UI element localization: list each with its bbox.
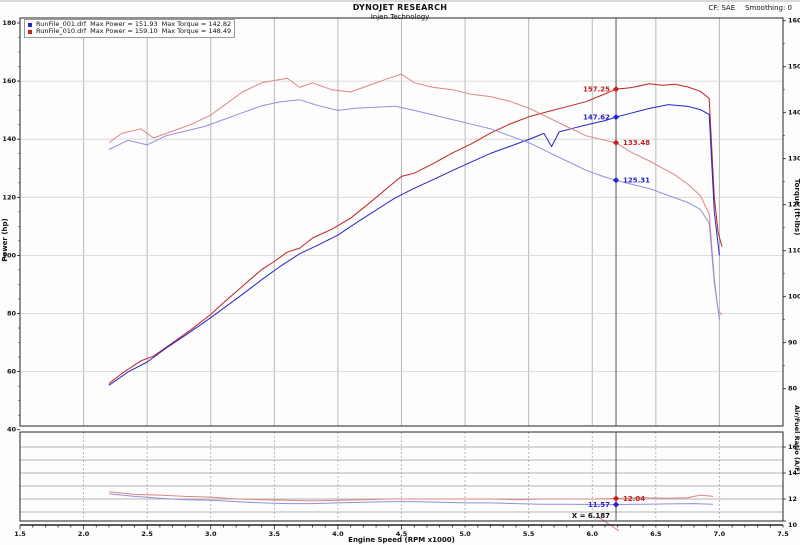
x-tick-label: 1.5 xyxy=(14,530,26,538)
x-tick-label: 6.0 xyxy=(586,530,598,538)
afr-tick-label: 14 xyxy=(788,469,798,477)
annotation-147-62: 147.62 xyxy=(583,113,610,121)
x-tick-label: 5.0 xyxy=(459,530,471,538)
power-tick-label: 60 xyxy=(7,368,17,376)
power-tick-label: 40 xyxy=(7,426,17,434)
afr-panel-border xyxy=(19,431,784,522)
x-tick-label: 7.5 xyxy=(777,530,789,538)
torque-tick-label: 120 xyxy=(788,201,800,209)
afr-tick-label: 10 xyxy=(788,521,798,529)
torque-tick-label: 90 xyxy=(788,339,798,347)
annotation-157-25: 157.25 xyxy=(583,85,610,93)
legend-file-1: RunFile_001.drf xyxy=(36,20,87,28)
x-tick-label: 4.5 xyxy=(396,530,408,538)
x-tick-label: 7.0 xyxy=(714,530,726,538)
smoothing-label: Smoothing: 0 xyxy=(745,4,792,12)
x-tick-label: 3.5 xyxy=(269,530,281,538)
legend-swatch-blue xyxy=(28,22,32,27)
power-tick-label: 100 xyxy=(2,251,16,259)
x-tick-label: 2.0 xyxy=(78,530,90,538)
legend-run-2[interactable]: RunFile_010.drf Max Power = 159.10 Max T… xyxy=(28,27,232,36)
torque-tick-label: 140 xyxy=(788,109,800,117)
cursor-marker-torque xyxy=(612,177,620,184)
cursor-marker-power xyxy=(612,113,620,121)
cursor-marker-torque xyxy=(612,139,620,146)
x-tick-label: 6.5 xyxy=(650,530,662,538)
legend-run-1[interactable]: RunFile_001.drf Max Power = 151.93 Max T… xyxy=(28,20,232,28)
x-tick-label: 3.0 xyxy=(205,530,217,538)
x-axis-title: Engine Speed (RPM x1000) xyxy=(348,536,455,544)
torque-tick-label: 100 xyxy=(788,293,800,301)
x-tick-label: 4.0 xyxy=(332,530,344,538)
annotation-133-48: 133.48 xyxy=(623,139,650,147)
report-subtitle: Injen Technology xyxy=(370,13,430,21)
torque-tick-label: 160 xyxy=(788,17,800,25)
power-tick-label: 140 xyxy=(2,135,16,143)
torque-tick-label: 130 xyxy=(788,155,800,163)
afr-tick-label: 12 xyxy=(788,495,797,503)
curve-torque-run001-blue xyxy=(108,99,720,320)
legend-maxtorque-2: Max Torque = 148.49 xyxy=(161,27,232,36)
torque-tick-label: 80 xyxy=(788,385,798,393)
x-tick-label: 5.5 xyxy=(523,530,535,538)
power-tick-label: 180 xyxy=(2,19,16,27)
report-header: DYNOJET RESEARCH Injen Technology xyxy=(0,3,800,22)
power-tick-label: 80 xyxy=(7,310,17,318)
correction-info: CF: SAE Smoothing: 0 xyxy=(708,4,792,12)
legend-file-2: RunFile_010.drf xyxy=(36,27,87,36)
annotation-12-04: 12.04 xyxy=(623,495,645,503)
power-axis-title: Power (hp) xyxy=(1,218,9,261)
annotation-X-6-187: X = 6.187 xyxy=(572,512,610,520)
legend: RunFile_001.drf Max Power = 151.93 Max T… xyxy=(24,19,236,38)
torque-tick-label: 150 xyxy=(788,63,800,71)
curve-afr-run010-red-dropout xyxy=(598,516,620,532)
power-tick-label: 120 xyxy=(2,193,16,201)
torque-tick-label: 110 xyxy=(788,247,800,255)
annotation-125-31: 125.31 xyxy=(623,177,650,185)
brand-title: DYNOJET RESEARCH xyxy=(352,3,448,12)
cursor-marker-afr xyxy=(612,501,620,508)
power-tick-label: 160 xyxy=(2,77,16,85)
legend-maxtorque-1: Max Torque = 142.82 xyxy=(161,20,232,28)
curve-power-run010-red xyxy=(108,83,723,384)
legend-swatch-red xyxy=(28,30,32,35)
legend-maxpower-2: Max Power = 159.10 xyxy=(90,27,158,36)
torque-axis-title: Torque (ft-lbs) xyxy=(793,179,800,236)
legend-maxpower-1: Max Power = 151.93 xyxy=(90,20,158,28)
cf-label: CF: SAE xyxy=(708,4,736,12)
curve-power-run001-blue xyxy=(108,104,720,386)
annotation-11-57: 11.57 xyxy=(588,501,610,509)
cursor-marker-power xyxy=(612,85,620,93)
afr-axis-title: Air/Fuel Ratio (A/F) xyxy=(793,405,800,475)
afr-tick-label: 16 xyxy=(788,443,798,451)
curve-afr-run010-red xyxy=(108,491,714,502)
cursor-marker-afr xyxy=(612,495,620,502)
curve-torque-run010-red xyxy=(108,73,723,316)
main-panel-border xyxy=(19,17,784,427)
x-tick-label: 2.5 xyxy=(141,530,153,538)
